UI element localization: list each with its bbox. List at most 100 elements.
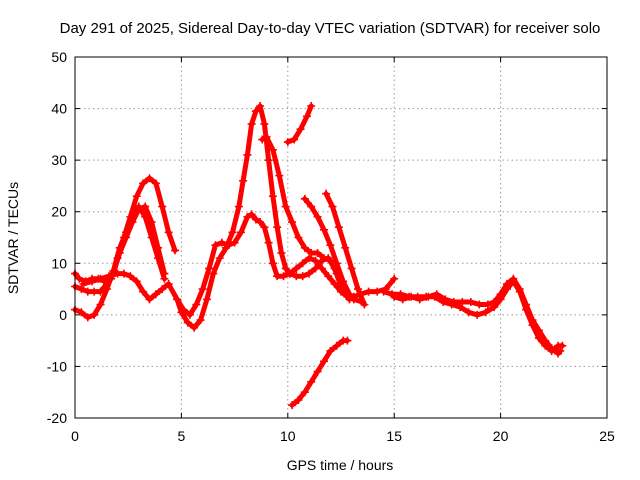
series-layer (71, 101, 567, 410)
data-point (198, 285, 207, 294)
data-point (243, 212, 252, 221)
data-point (183, 318, 192, 327)
data-point (534, 334, 543, 343)
data-point (502, 285, 511, 294)
data-point (330, 279, 339, 288)
x-tick-label: 10 (280, 428, 296, 444)
data-point (558, 341, 567, 350)
data-point (151, 179, 160, 188)
data-point (313, 212, 322, 221)
series-line (302, 196, 352, 297)
data-point (147, 233, 156, 242)
data-point (360, 300, 369, 309)
data-point (283, 138, 292, 147)
data-point (273, 223, 282, 232)
data-point (164, 279, 173, 288)
data-point (307, 202, 316, 211)
data-point (190, 323, 199, 332)
data-point (256, 218, 265, 227)
data-point (298, 259, 307, 268)
data-point (324, 272, 333, 281)
data-point (475, 300, 484, 309)
data-point (268, 192, 277, 201)
data-point (122, 228, 131, 237)
data-point (145, 174, 154, 183)
data-point (177, 308, 186, 317)
data-point (326, 256, 335, 265)
data-point (139, 287, 148, 296)
data-point (153, 254, 162, 263)
data-point (236, 228, 245, 237)
data-point (90, 310, 99, 319)
data-point (209, 269, 218, 278)
data-point (115, 243, 124, 252)
series-track-7 (283, 101, 316, 147)
data-point (132, 192, 141, 201)
data-point (466, 297, 475, 306)
data-point (422, 292, 431, 301)
data-point (473, 310, 482, 319)
data-point (456, 303, 465, 312)
data-point (247, 210, 256, 219)
data-point (464, 308, 473, 317)
data-point (105, 272, 114, 281)
data-point (292, 264, 301, 273)
data-point (547, 346, 556, 355)
y-axis: -20 -10 0 10 20 30 40 50 (47, 49, 607, 426)
series-track-10 (288, 336, 352, 410)
data-point (483, 300, 492, 309)
data-point (151, 290, 160, 299)
data-point (458, 297, 467, 306)
data-point (141, 212, 150, 221)
data-point (77, 308, 86, 317)
data-point (277, 248, 286, 257)
data-point (258, 135, 267, 144)
data-point (262, 132, 271, 141)
data-point (341, 243, 350, 252)
data-point (430, 292, 439, 301)
data-point (251, 215, 260, 224)
data-point (305, 254, 314, 263)
data-point (128, 212, 137, 221)
data-point (439, 297, 448, 306)
data-point (515, 287, 524, 296)
data-point (326, 346, 335, 355)
data-point (132, 277, 141, 286)
data-point (260, 223, 269, 232)
data-point (294, 395, 303, 404)
data-point (294, 233, 303, 242)
data-point (447, 300, 456, 309)
series-track-5 (173, 101, 399, 332)
data-point (160, 274, 169, 283)
data-point (302, 112, 311, 121)
data-point (281, 202, 290, 211)
data-point (322, 189, 331, 198)
series-track-9 (322, 189, 369, 309)
data-point (413, 292, 422, 301)
data-point (102, 285, 111, 294)
data-point (541, 341, 550, 350)
data-point (75, 274, 84, 283)
data-point (243, 150, 252, 159)
data-point (268, 145, 277, 154)
data-point (307, 377, 316, 386)
data-point (490, 303, 499, 312)
data-point (83, 313, 92, 322)
series-track-4 (79, 210, 367, 319)
y-tick-label: -20 (47, 410, 67, 426)
data-point (196, 316, 205, 325)
data-point (256, 101, 265, 110)
data-point (288, 401, 297, 410)
data-point (288, 218, 297, 227)
data-point (222, 243, 231, 252)
data-point (173, 295, 182, 304)
x-tick-label: 5 (178, 428, 186, 444)
data-point (396, 290, 405, 299)
x-axis-label: GPS time / hours (287, 457, 394, 473)
plot-frame (74, 56, 608, 419)
data-point (388, 290, 397, 299)
y-tick-label: 20 (51, 204, 67, 220)
data-point (347, 264, 356, 273)
data-point (281, 264, 290, 273)
data-point (319, 254, 328, 263)
